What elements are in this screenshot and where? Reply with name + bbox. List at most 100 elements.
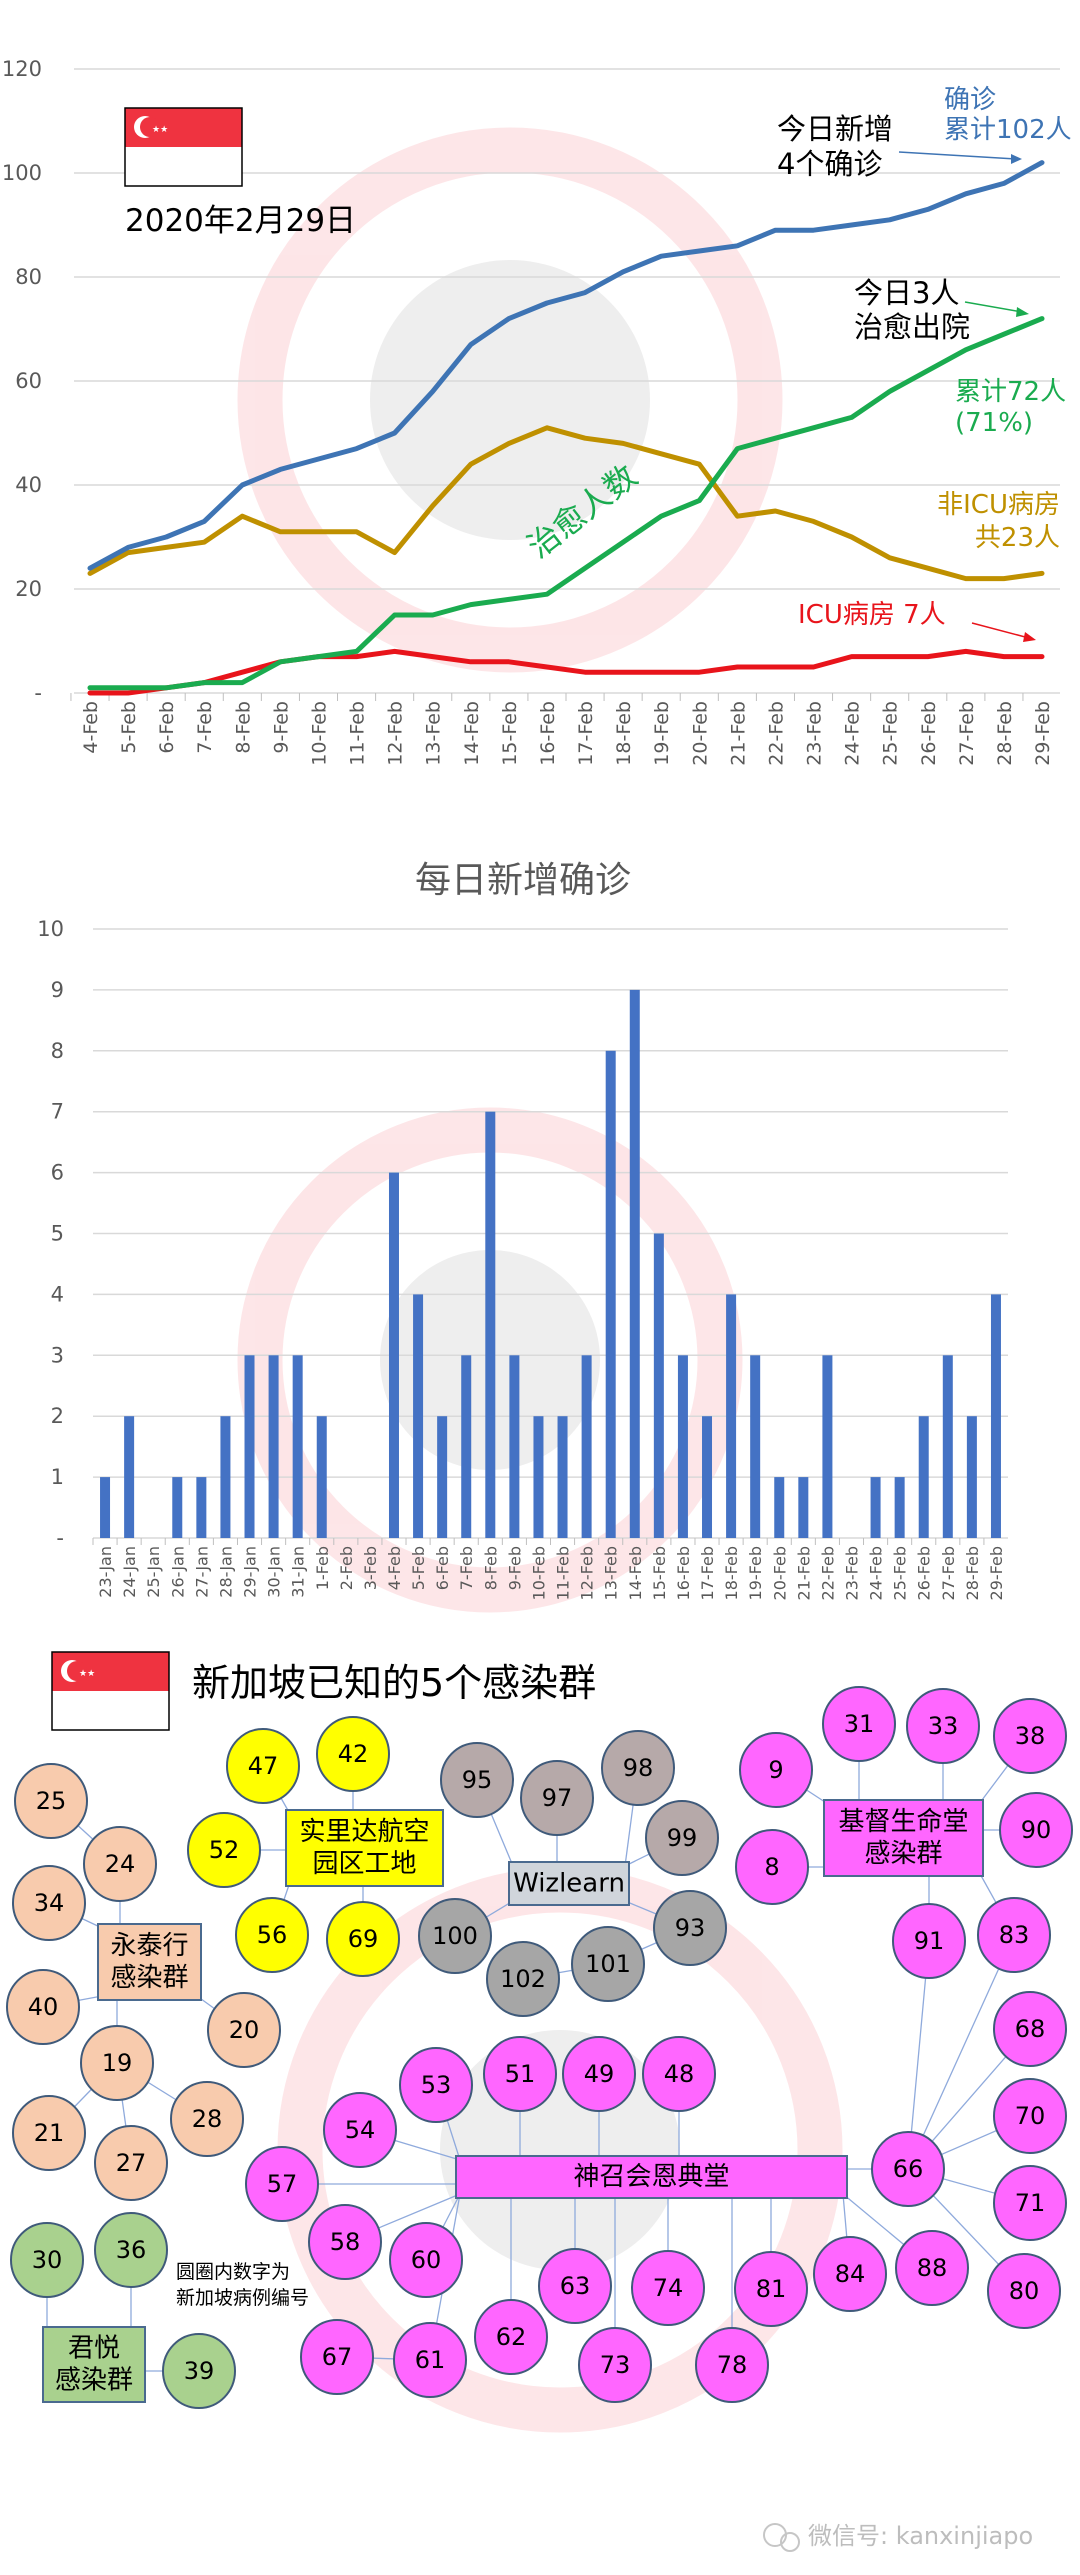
case-number: 73 [600, 2351, 631, 2379]
case-circle [734, 2251, 808, 2327]
case-node-33: 33 [906, 1688, 980, 1764]
case-node-74: 74 [631, 2250, 705, 2326]
case-node-100: 100 [418, 1898, 492, 1974]
case-circle [562, 2036, 636, 2112]
x-tick-label: 9-Feb [270, 701, 292, 754]
x-tick-label: 16-Feb [674, 1546, 693, 1600]
case-circle [653, 1890, 727, 1966]
arrow-icu [971, 622, 1036, 642]
case-number: 74 [653, 2274, 684, 2302]
x-tick-label: 25-Jan [144, 1546, 163, 1598]
cluster-name-line1: 实里达航空 [299, 1817, 429, 1847]
case-node-67: 67 [300, 2319, 374, 2395]
bar [629, 989, 640, 1538]
cluster-name-line1: 基督生命堂 [838, 1807, 968, 1837]
case-node-48: 48 [642, 2036, 716, 2112]
x-tick-label: 30-Jan [265, 1546, 284, 1598]
bar [509, 1355, 520, 1538]
case-number: 99 [667, 1824, 698, 1852]
annotation-icu: ICU病房 7人 [798, 600, 946, 630]
case-circle [739, 1732, 813, 1808]
case-circle [6, 1969, 80, 2045]
y-tick-label: - [34, 681, 42, 705]
x-tick-label: 6-Feb [156, 701, 178, 754]
link-83-66 [907, 1934, 1015, 2170]
case-number: 36 [116, 2236, 147, 2264]
x-tick-label: 9-Feb [505, 1546, 524, 1590]
bar-chart-bars [100, 989, 1001, 1538]
case-node-27: 27 [94, 2125, 168, 2201]
annotation-recovered-total-1: 累计72人 [955, 377, 1066, 407]
case-number: 95 [462, 1766, 493, 1794]
case-node-53: 53 [399, 2047, 473, 2123]
case-node-40: 40 [6, 1969, 80, 2045]
case-node-24: 24 [83, 1826, 157, 1902]
bar [244, 1355, 255, 1538]
case-node-68: 68 [993, 1991, 1067, 2067]
x-tick-label: 25-Feb [880, 701, 902, 766]
case-number: 52 [209, 1836, 240, 1864]
case-circle [987, 2253, 1061, 2329]
case-circle [993, 2078, 1067, 2154]
bar [388, 1172, 399, 1538]
case-circle [538, 2248, 612, 2324]
series-line-non_icu [87, 425, 1045, 582]
case-node-102: 102 [486, 1941, 560, 2017]
annotation-non-icu-2: 共23人 [975, 523, 1060, 553]
bar [557, 1416, 568, 1538]
case-circle [977, 1897, 1051, 1973]
bar [461, 1355, 472, 1538]
x-tick-label: 6-Feb [433, 1546, 452, 1590]
x-tick-label: 23-Jan [96, 1546, 115, 1598]
case-number: 49 [584, 2060, 615, 2088]
case-node-47: 47 [226, 1728, 300, 1804]
bar [533, 1416, 544, 1538]
x-tick-label: 29-Feb [987, 1546, 1006, 1600]
case-number: 33 [928, 1712, 959, 1740]
cluster-box-graceassembly: 神召会恩典堂 [455, 2155, 848, 2199]
x-tick-label: 28-Jan [216, 1546, 235, 1598]
x-tick-label: 28-Feb [994, 701, 1016, 766]
case-node-98: 98 [601, 1730, 675, 1806]
bar [966, 1416, 977, 1538]
line-chart-x-axis: 4-Feb 5-Feb 6-Feb 7-Feb 8-Feb 9-Feb 10-Feb 11-F… [70, 693, 1054, 766]
case-number: 81 [756, 2275, 787, 2303]
case-circle [235, 1897, 309, 1973]
case-node-36: 36 [94, 2212, 168, 2288]
y-tick-label: 80 [15, 265, 42, 289]
bar [485, 1111, 496, 1538]
y-tick-label: 4 [51, 1282, 64, 1306]
cluster-name-line2: 感染群 [864, 1839, 942, 1869]
bar [316, 1416, 327, 1538]
series-line-recovered [87, 316, 1045, 691]
cluster-diagram-title: 新加坡已知的5个感染群 [192, 1661, 596, 1705]
cluster-box-bg [285, 1809, 444, 1887]
x-tick-label: 7-Feb [194, 701, 216, 754]
bar [942, 1355, 953, 1538]
line-chart-series [87, 160, 1045, 696]
x-tick-label: 27-Feb [939, 1546, 958, 1600]
x-tick-label: 14-Feb [626, 1546, 645, 1600]
case-node-49: 49 [562, 2036, 636, 2112]
x-tick-label: 11-Feb [347, 701, 369, 766]
annotation-non-icu-1: 非ICU病房 [937, 490, 1060, 520]
case-circle [571, 1926, 645, 2002]
bar [726, 1294, 737, 1538]
y-tick-label: 6 [51, 1161, 64, 1185]
case-circle [94, 2125, 168, 2201]
case-number: 100 [432, 1922, 478, 1950]
case-number: 20 [229, 2016, 260, 2044]
case-node-97: 97 [520, 1760, 594, 1836]
case-circle [735, 1829, 809, 1905]
case-number: 66 [893, 2155, 924, 2183]
case-number: 84 [835, 2260, 866, 2288]
case-number: 28 [192, 2105, 223, 2133]
x-tick-label: 8-Feb [481, 1546, 500, 1590]
bar [292, 1355, 303, 1538]
chart-date-label: 2020年2月29日 [125, 203, 356, 239]
y-tick-label: 2 [51, 1404, 64, 1428]
x-tick-label: 16-Feb [537, 701, 559, 766]
x-tick-label: 10-Feb [529, 1546, 548, 1600]
cluster-box-bg [455, 2155, 848, 2199]
